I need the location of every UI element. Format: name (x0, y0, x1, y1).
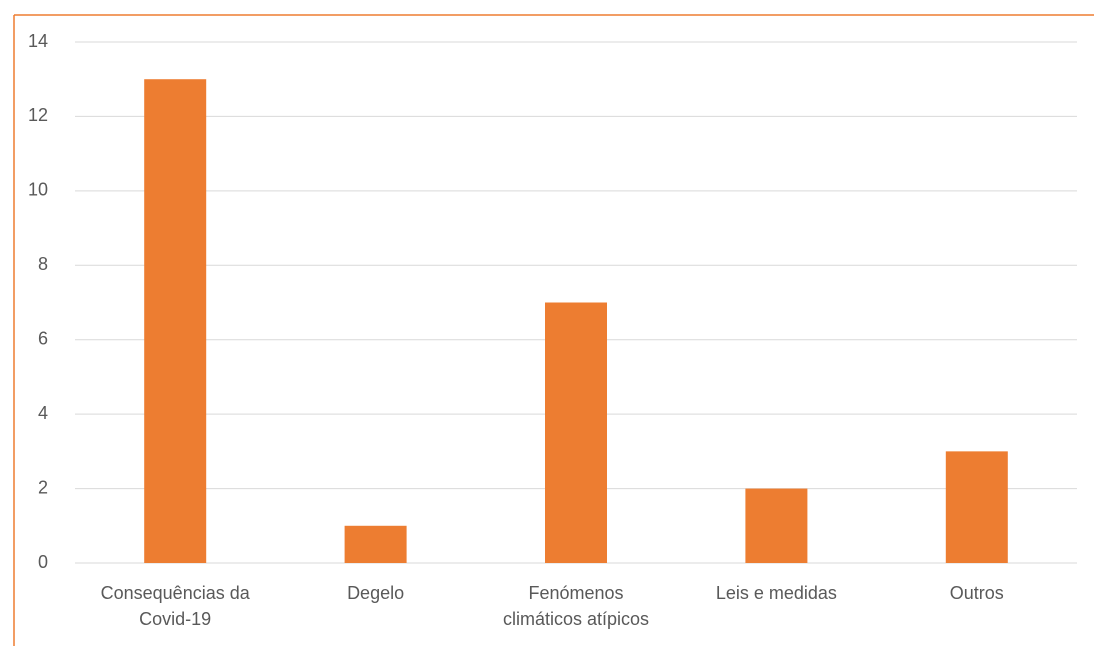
bar (545, 302, 607, 563)
y-tick-label: 0 (38, 552, 48, 572)
x-tick-label: Fenómenos climáticos atípicos (502, 583, 650, 629)
y-tick-label: 12 (28, 105, 48, 125)
bar (344, 525, 407, 563)
bar (144, 79, 207, 563)
bar (945, 451, 1008, 563)
x-tick-label: Degelo (347, 583, 405, 603)
x-tick-label: Outros (949, 583, 1004, 603)
y-tick-label: 8 (38, 254, 48, 274)
y-tick-label: 6 (38, 328, 48, 348)
bar (745, 488, 808, 563)
y-tick-label: 14 (28, 31, 48, 51)
x-tick-label: Consequências da Covid-19 (100, 583, 250, 629)
y-tick-label: 4 (38, 403, 48, 423)
y-tick-label: 2 (38, 477, 48, 497)
x-tick-label: Leis e medidas (715, 583, 837, 603)
y-tick-label: 10 (28, 180, 48, 200)
